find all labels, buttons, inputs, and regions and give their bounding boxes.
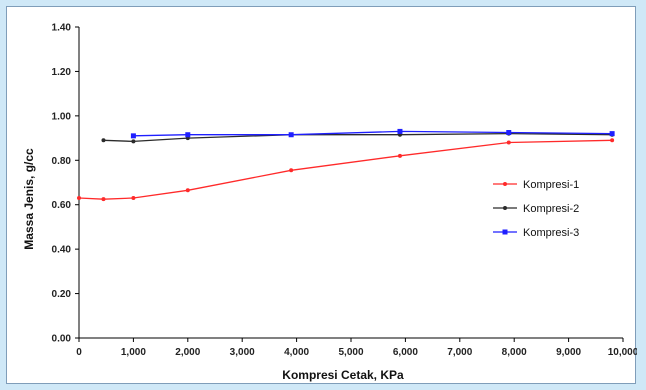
data-point-kompresi-1 — [77, 196, 81, 201]
x-tick-label: 6,000 — [393, 347, 418, 358]
y-tick-labels: 0.00 0.20 0.40 0.60 0.80 1.00 1.20 1.40 — [52, 23, 72, 345]
data-point-kompresi-1 — [185, 188, 190, 193]
series-line-kompresi-3 — [133, 130, 613, 137]
legend-marker-kompresi-2 — [503, 206, 507, 210]
x-tick-label: 0 — [76, 347, 82, 358]
x-tick-label: 10,000 — [608, 347, 637, 358]
x-tick-label: 4,000 — [284, 347, 309, 358]
x-tick-label: 2,000 — [175, 347, 200, 358]
line-chart: 0 1,000 2,000 3,000 4,000 5,000 6,000 7,000 8,00… — [22, 23, 637, 383]
y-tick-label: 0.40 — [52, 245, 72, 256]
x-tick-label: 7,000 — [447, 347, 472, 358]
data-point-kompresi-3 — [609, 131, 615, 137]
data-point-kompresi-2 — [131, 139, 136, 144]
y-tick-label: 1.40 — [52, 23, 72, 34]
series-kompresi-1 — [77, 138, 615, 202]
data-point-kompresi-1 — [610, 138, 615, 143]
y-tick-label: 0.20 — [52, 289, 72, 300]
y-tick-label: 0.00 — [52, 334, 72, 345]
legend-label-kompresi-3: Kompresi-3 — [523, 227, 579, 239]
x-tick-label: 1,000 — [121, 347, 146, 358]
data-point-kompresi-3 — [506, 130, 512, 136]
chart-axes — [75, 26, 624, 342]
y-tick-label: 0.60 — [52, 200, 72, 211]
y-tick-label: 1.00 — [52, 111, 72, 122]
legend-marker-kompresi-1 — [503, 182, 507, 186]
y-tick-label: 0.80 — [52, 156, 72, 167]
data-point-kompresi-1 — [289, 168, 294, 173]
data-point-kompresi-2 — [101, 138, 106, 143]
data-point-kompresi-1 — [131, 196, 136, 201]
data-point-kompresi-1 — [397, 153, 402, 158]
data-point-kompresi-3 — [288, 132, 294, 138]
data-point-kompresi-1 — [506, 140, 511, 145]
legend-label-kompresi-1: Kompresi-1 — [523, 179, 579, 191]
x-tick-label: 8,000 — [502, 347, 527, 358]
legend-label-kompresi-2: Kompresi-2 — [523, 203, 579, 215]
x-axis-title: Kompresi Cetak, KPa — [282, 368, 404, 382]
x-tick-labels: 0 1,000 2,000 3,000 4,000 5,000 6,000 7,000 8,00… — [76, 347, 637, 358]
legend: Kompresi-1 Kompresi-2 Kompresi-3 — [493, 179, 579, 239]
chart-frame: 0 1,000 2,000 3,000 4,000 5,000 6,000 7,000 8,00… — [6, 6, 637, 384]
series-line-kompresi-1 — [78, 139, 613, 200]
y-axis-title: Massa Jenis, g/cc — [22, 148, 36, 250]
data-point-kompresi-3 — [130, 133, 136, 139]
x-tick-label: 3,000 — [230, 347, 255, 358]
y-tick-label: 1.20 — [52, 67, 72, 78]
series-kompresi-3 — [130, 128, 615, 139]
data-point-kompresi-3 — [185, 132, 191, 138]
series-layer — [77, 128, 615, 202]
x-tick-label: 5,000 — [338, 347, 363, 358]
data-point-kompresi-1 — [101, 197, 106, 202]
x-tick-label: 9,000 — [556, 347, 581, 358]
data-point-kompresi-3 — [397, 128, 403, 134]
legend-marker-kompresi-3 — [502, 229, 508, 235]
